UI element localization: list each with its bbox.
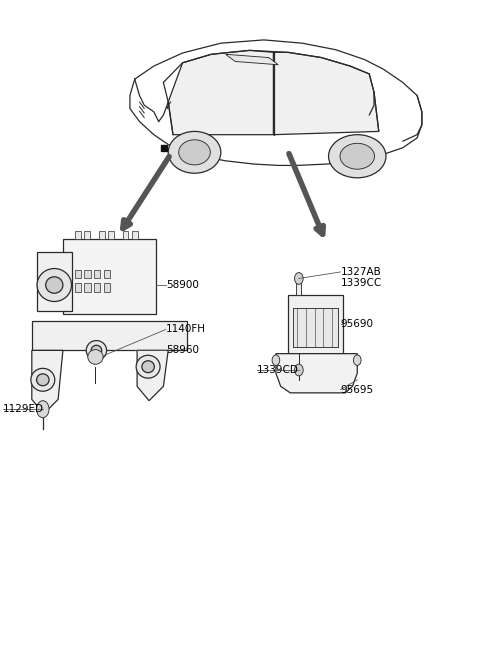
Bar — [84, 283, 91, 291]
Bar — [132, 231, 138, 239]
Polygon shape — [32, 350, 63, 414]
Ellipse shape — [136, 355, 160, 378]
Ellipse shape — [328, 135, 386, 178]
Text: 1339CD: 1339CD — [257, 365, 299, 375]
Ellipse shape — [340, 143, 374, 169]
Ellipse shape — [295, 364, 303, 376]
Bar — [94, 270, 100, 278]
Polygon shape — [274, 52, 379, 135]
Ellipse shape — [88, 350, 103, 364]
Text: 1339CC: 1339CC — [340, 278, 382, 288]
Bar — [104, 270, 110, 278]
Text: 1129ED: 1129ED — [3, 404, 44, 414]
Text: 58900: 58900 — [166, 280, 199, 290]
Text: 95690: 95690 — [340, 319, 373, 329]
Ellipse shape — [168, 132, 221, 174]
Polygon shape — [276, 354, 357, 393]
Polygon shape — [226, 54, 278, 65]
Bar — [123, 231, 129, 239]
Text: 1140FH: 1140FH — [166, 324, 206, 335]
Bar — [32, 321, 187, 350]
Ellipse shape — [46, 277, 63, 293]
Bar — [84, 231, 90, 239]
Ellipse shape — [353, 355, 361, 365]
Ellipse shape — [295, 272, 303, 284]
Ellipse shape — [31, 368, 55, 391]
Ellipse shape — [179, 140, 210, 165]
Ellipse shape — [86, 341, 107, 360]
Text: 95695: 95695 — [340, 384, 373, 394]
Bar — [63, 239, 156, 314]
Bar — [104, 283, 110, 291]
Text: 58960: 58960 — [166, 345, 199, 356]
Bar — [288, 295, 343, 354]
Bar — [84, 270, 91, 278]
Ellipse shape — [91, 345, 102, 356]
Ellipse shape — [36, 401, 49, 418]
Bar — [297, 283, 301, 295]
Ellipse shape — [272, 355, 280, 365]
Bar — [75, 231, 81, 239]
Bar — [75, 270, 81, 278]
Ellipse shape — [37, 269, 72, 301]
Bar — [108, 231, 114, 239]
Bar — [94, 283, 100, 291]
Ellipse shape — [142, 361, 155, 373]
Bar — [293, 308, 338, 347]
Text: 1327AB: 1327AB — [340, 267, 381, 277]
Polygon shape — [168, 50, 274, 135]
Polygon shape — [137, 350, 168, 401]
Bar — [75, 283, 81, 291]
Bar — [36, 252, 72, 311]
Ellipse shape — [36, 374, 49, 386]
Bar — [99, 231, 105, 239]
